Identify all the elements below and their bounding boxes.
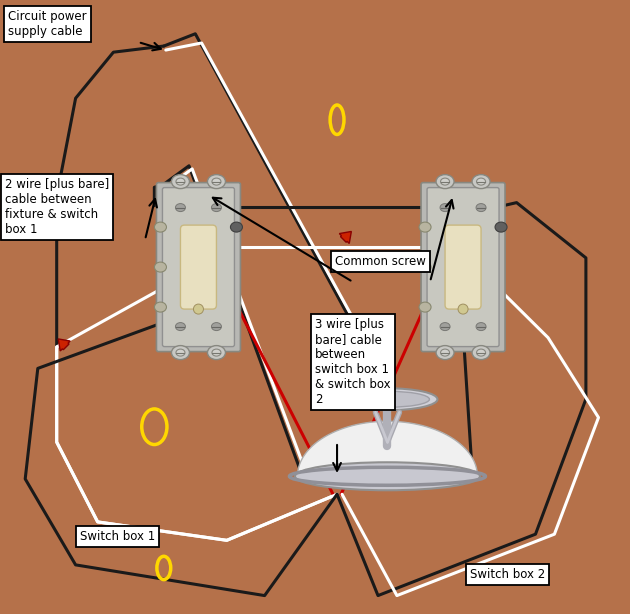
Ellipse shape <box>154 302 166 312</box>
Text: Switch box 1: Switch box 1 <box>80 530 155 543</box>
Ellipse shape <box>176 349 185 356</box>
Text: 2 wire [plus bare]
cable between
fixture & switch
box 1: 2 wire [plus bare] cable between fixture… <box>5 178 109 236</box>
Ellipse shape <box>212 322 222 330</box>
Ellipse shape <box>154 222 166 232</box>
FancyBboxPatch shape <box>427 188 499 346</box>
FancyBboxPatch shape <box>156 182 241 352</box>
FancyArrow shape <box>340 231 352 244</box>
Ellipse shape <box>472 174 490 188</box>
Text: Circuit power
supply cable: Circuit power supply cable <box>8 10 87 38</box>
Ellipse shape <box>476 178 486 185</box>
Ellipse shape <box>212 349 221 356</box>
Ellipse shape <box>476 322 486 330</box>
Ellipse shape <box>495 222 507 232</box>
Ellipse shape <box>440 204 450 212</box>
Ellipse shape <box>440 178 450 185</box>
Ellipse shape <box>419 302 431 312</box>
Ellipse shape <box>212 178 221 185</box>
Ellipse shape <box>436 174 454 188</box>
Ellipse shape <box>472 346 490 360</box>
Text: 3 wire [plus
bare] cable
between
switch box 1
& switch box
2: 3 wire [plus bare] cable between switch … <box>315 318 391 406</box>
FancyBboxPatch shape <box>163 188 234 346</box>
Circle shape <box>193 304 203 314</box>
Ellipse shape <box>175 204 185 212</box>
Text: Common screw: Common screw <box>335 255 426 268</box>
Ellipse shape <box>338 388 437 410</box>
Ellipse shape <box>440 349 450 356</box>
Text: Switch box 2: Switch box 2 <box>470 568 545 581</box>
FancyBboxPatch shape <box>421 182 505 352</box>
Ellipse shape <box>295 462 480 490</box>
Ellipse shape <box>212 204 222 212</box>
Ellipse shape <box>476 349 486 356</box>
Ellipse shape <box>345 391 430 407</box>
Ellipse shape <box>175 322 185 330</box>
Ellipse shape <box>231 222 243 232</box>
Ellipse shape <box>419 262 431 272</box>
FancyBboxPatch shape <box>445 225 481 309</box>
Ellipse shape <box>476 204 486 212</box>
Circle shape <box>458 304 468 314</box>
Ellipse shape <box>436 346 454 360</box>
Ellipse shape <box>154 262 166 272</box>
Ellipse shape <box>207 346 226 360</box>
Ellipse shape <box>207 174 226 188</box>
Polygon shape <box>297 421 478 476</box>
Ellipse shape <box>171 346 190 360</box>
Ellipse shape <box>440 322 450 330</box>
FancyBboxPatch shape <box>180 225 217 309</box>
FancyArrow shape <box>58 339 70 351</box>
Ellipse shape <box>419 222 431 232</box>
Ellipse shape <box>176 178 185 185</box>
Ellipse shape <box>171 174 190 188</box>
